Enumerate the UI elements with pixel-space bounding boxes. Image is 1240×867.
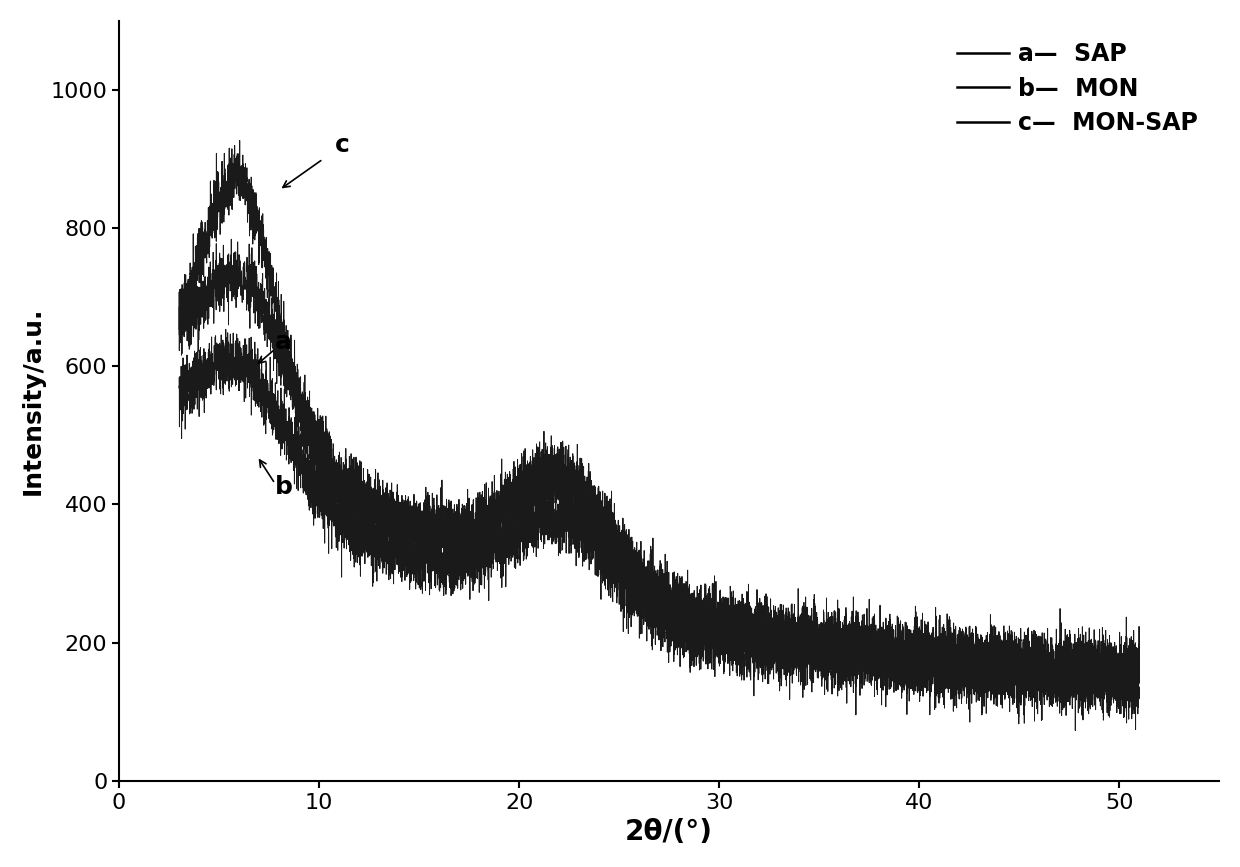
- Text: b: b: [275, 475, 293, 499]
- Y-axis label: Intensity/a.u.: Intensity/a.u.: [21, 307, 45, 495]
- Legend: a—  SAP, b—  MON, c—  MON-SAP: a— SAP, b— MON, c— MON-SAP: [947, 33, 1208, 145]
- Text: c: c: [335, 134, 350, 157]
- X-axis label: 2θ/(°): 2θ/(°): [625, 818, 713, 846]
- Text: a: a: [275, 330, 293, 354]
